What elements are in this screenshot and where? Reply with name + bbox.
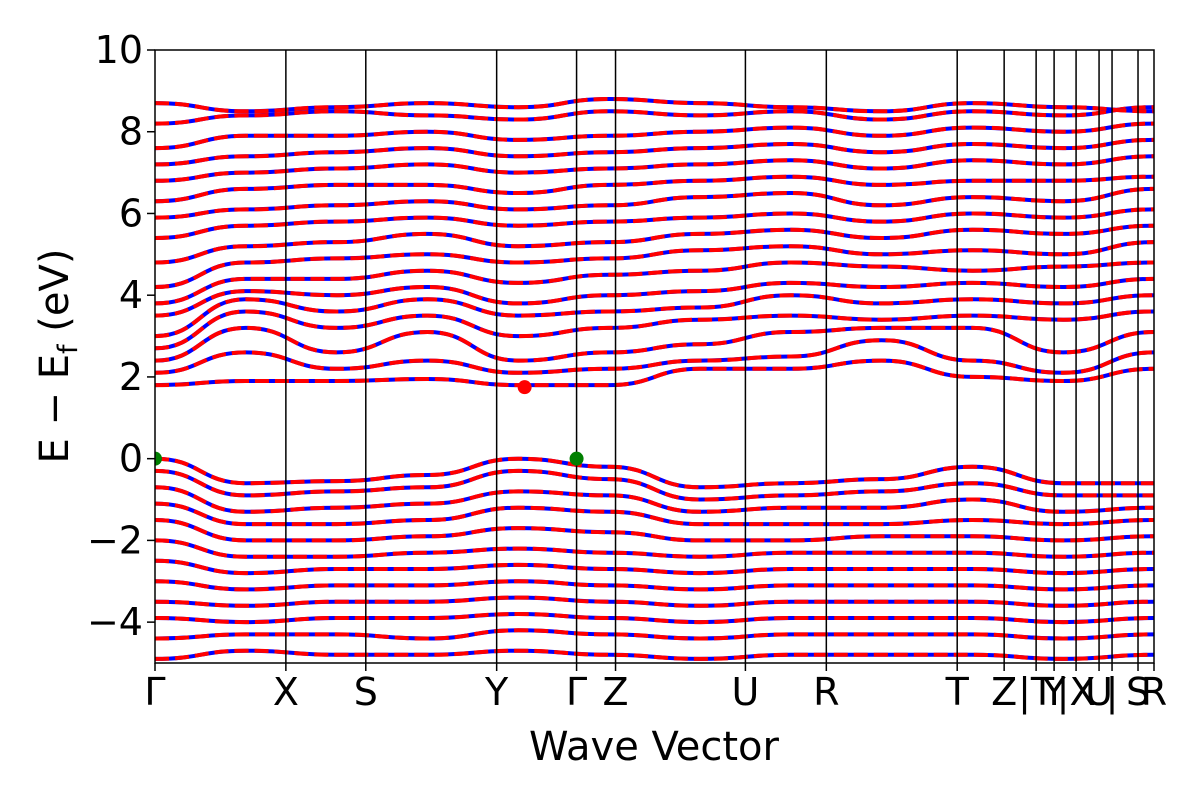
y-axis-label-sub: f — [53, 343, 84, 354]
y-axis-label-main: E − E — [32, 354, 78, 464]
valence-band-5-red — [155, 538, 1154, 559]
conduction-band-5-red — [155, 276, 1154, 318]
vbm-marker — [569, 451, 584, 466]
k-point-label: R — [813, 670, 839, 714]
band-edge-markers — [155, 380, 584, 466]
y-axis-ticks: 10 8 6 4 2 0 −2 −4 — [87, 28, 155, 644]
valence-band-11-red — [155, 648, 1154, 661]
valence-band-7-red — [155, 579, 1154, 592]
valence-band-1-red — [155, 468, 1154, 502]
conduction-band-2-red — [155, 325, 1154, 363]
y-axis-label: E − Ef (eV) — [32, 249, 84, 464]
valence-band-10-red — [155, 628, 1154, 641]
y-tick-label: 10 — [95, 28, 143, 72]
conduction-band-7-red — [155, 240, 1154, 289]
conduction-band-14-red — [155, 121, 1154, 151]
y-tick-label: 0 — [119, 437, 143, 481]
y-axis-label-unit: (eV) — [32, 249, 78, 345]
k-point-label: | — [1106, 670, 1119, 715]
valence-band-0-red — [155, 456, 1154, 490]
k-point-label: Γ — [566, 670, 587, 714]
y-tick-label: 8 — [119, 110, 143, 154]
valence-band-9-red — [155, 611, 1154, 625]
k-point-label: Y — [1041, 670, 1066, 714]
k-point-label: T — [945, 670, 970, 714]
conduction-band-10-red — [155, 186, 1154, 220]
high-symmetry-lines — [285, 50, 1139, 663]
conduction-band-0-red — [155, 358, 1154, 388]
k-point-label: |T — [1018, 670, 1055, 715]
k-point-label: Y — [484, 670, 509, 714]
k-point-label: S — [1126, 670, 1150, 714]
k-point-label: X — [273, 670, 299, 714]
valence-band-6-red — [155, 558, 1154, 576]
band-lines — [155, 96, 1154, 661]
y-tick-label: 2 — [119, 355, 143, 399]
conduction-band-15-red — [155, 105, 1154, 126]
y-tick-label: −4 — [87, 600, 143, 644]
k-point-label: Z — [603, 670, 629, 714]
k-point-label: S — [354, 670, 378, 714]
k-point-label: R — [1141, 670, 1167, 714]
conduction-band-9-red — [155, 207, 1154, 240]
conduction-band-8-red — [155, 223, 1154, 265]
k-point-label: U — [731, 670, 759, 714]
conduction-band-13-red — [155, 137, 1154, 167]
plot-frame — [154, 49, 1155, 664]
x-axis-label: Wave Vector — [529, 724, 780, 770]
y-tick-label: 4 — [119, 273, 143, 317]
valence-band-4-red — [155, 518, 1154, 543]
k-point-label: U — [1085, 670, 1113, 714]
valence-band-2-red — [155, 485, 1154, 514]
conduction-band-12-red — [155, 154, 1154, 183]
x-axis-ticks: Γ X S Y Γ Z U R T Z |TY|XU| SR — [144, 663, 1167, 715]
k-point-label: Γ — [144, 670, 165, 714]
k-point-label: Z — [991, 670, 1017, 714]
vbm-marker — [155, 451, 162, 466]
cbm-marker — [517, 380, 532, 395]
conduction-band-16-red — [155, 96, 1154, 114]
k-point-label: |X — [1057, 670, 1096, 715]
conduction-band-6-red — [155, 260, 1154, 306]
y-tick-label: 6 — [119, 191, 143, 235]
valence-band-8-red — [155, 595, 1154, 608]
conduction-band-11-red — [155, 174, 1154, 204]
conduction-band-3-red — [155, 309, 1154, 351]
valence-band-3-red — [155, 501, 1154, 527]
conduction-band-4-red — [155, 293, 1154, 339]
conduction-band-1-red — [155, 338, 1154, 375]
y-tick-label: −2 — [87, 518, 143, 562]
